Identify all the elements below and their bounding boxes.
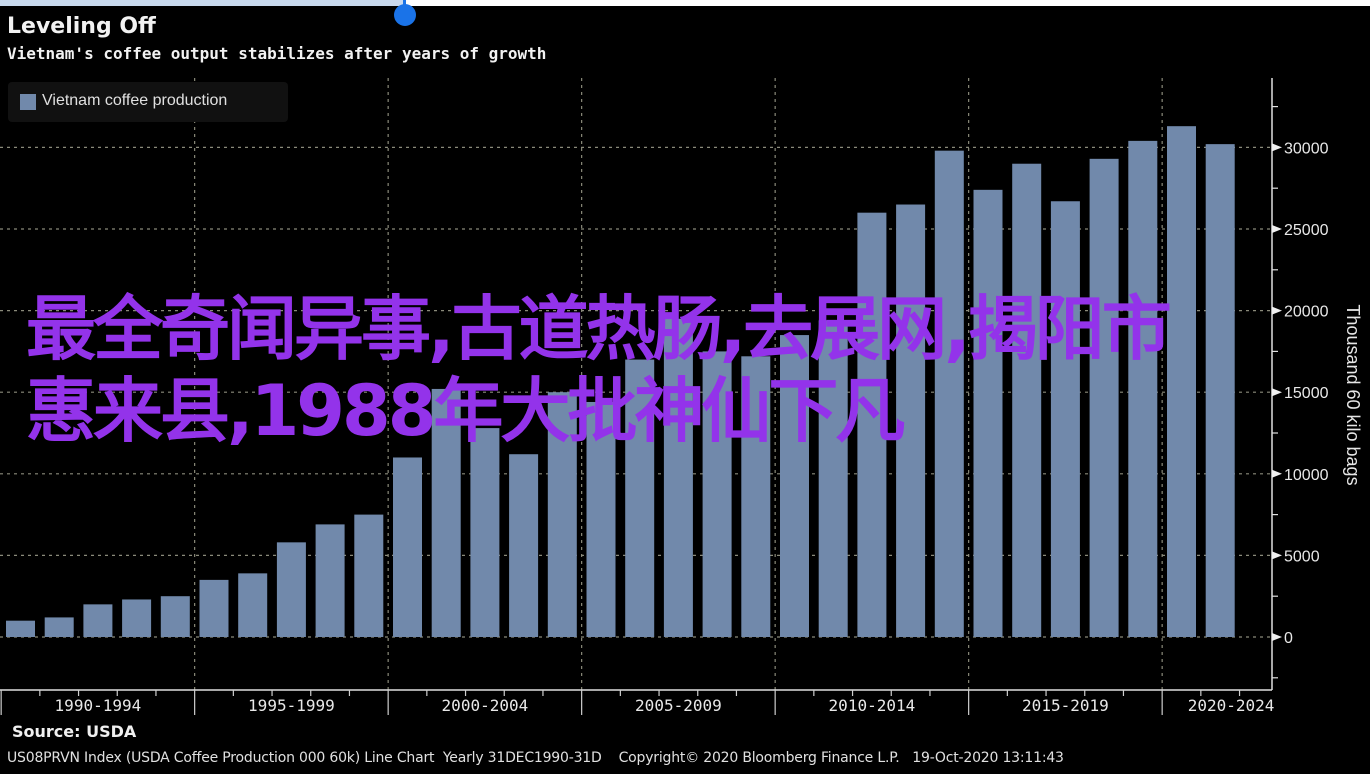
bars (6, 126, 1235, 638)
bar-2006 (625, 359, 655, 637)
bar-2002 (470, 428, 500, 637)
y-tick-label: 10000 (1284, 467, 1329, 484)
x-tick-label: 2005-2009 (635, 696, 722, 715)
bar-2003 (509, 454, 539, 637)
bar-2008 (702, 351, 732, 637)
bar-1993 (122, 599, 152, 637)
bar-1999 (354, 514, 384, 637)
bar-2020 (1167, 126, 1196, 638)
bar-1997 (276, 542, 306, 637)
y-tick-marker (1272, 306, 1282, 315)
bar-2004 (547, 392, 577, 637)
footer-timestamp: 19-Oct-2020 13:11:43 (912, 750, 1064, 766)
bar-2014 (934, 150, 964, 637)
y-tick-marker (1272, 225, 1282, 233)
bar-1996 (238, 573, 268, 637)
bar-1998 (315, 524, 345, 637)
bar-1991 (44, 617, 74, 637)
y-axis: 0 5000 10000 15000 20000 25000 30000 (1271, 78, 1329, 690)
bar-2010 (780, 335, 809, 637)
bar-2013 (896, 204, 926, 637)
x-tick-label: 2015-2019 (1022, 696, 1109, 715)
bar-1990 (6, 620, 35, 637)
y-tick-marker (1272, 633, 1282, 641)
y-tick-marker (1272, 551, 1282, 560)
y-tick-marker (1272, 388, 1282, 397)
y-tick-label: 20000 (1284, 304, 1329, 321)
bar-2018 (1089, 158, 1119, 637)
legend: Vietnam coffee production (8, 82, 288, 122)
legend-swatch (20, 94, 36, 110)
bar-2021 (1205, 144, 1235, 638)
overlay-watermark-text: 最全奇闻异事,古道热肠,去展网,揭阳市惠来县,1988年大批神仙下凡 (26, 288, 1172, 452)
bar-2015 (973, 189, 1003, 637)
bar-2001 (431, 388, 461, 637)
x-tick-label: 2000-2004 (442, 696, 529, 715)
y-tick-label: 15000 (1284, 385, 1329, 402)
slider-handle[interactable] (394, 4, 416, 26)
progress-fill (0, 0, 405, 6)
bar-2019 (1128, 140, 1158, 637)
y-axis-label: Thousand 60 kilo bags (1343, 304, 1363, 486)
x-tick-label: 2020-2024 (1188, 696, 1275, 715)
x-axis: 1990-1994 1995-1999 2000-2004 2005-2009 2010… (0, 689, 1275, 715)
x-tick-label: 2010-2014 (829, 696, 916, 715)
bar-2012 (857, 212, 887, 637)
legend-label: Vietnam coffee production (42, 92, 228, 109)
y-tick-marker (1272, 469, 1282, 478)
bar-2011 (818, 320, 848, 637)
bar-2009 (741, 356, 771, 637)
y-tick-label: 30000 (1284, 140, 1329, 157)
y-tick-label: 0 (1284, 630, 1293, 647)
y-tick-marker (1272, 143, 1282, 152)
footer: US08PRVN Index (USDA Coffee Production 0… (7, 750, 1064, 766)
y-tick-label: 25000 (1284, 222, 1329, 239)
x-tick-label: 1995-1999 (248, 696, 335, 715)
bar-2017 (1050, 201, 1080, 638)
source-label: Source: USDA (12, 722, 137, 741)
bar-2005 (586, 401, 616, 637)
chart-subtitle: Vietnam's coffee output stabilizes after… (7, 44, 547, 63)
y-tick-label: 5000 (1284, 548, 1320, 565)
bar-2000 (393, 457, 422, 637)
chart-title: Leveling Off (7, 14, 156, 39)
x-tick-label: 1990-1994 (55, 696, 142, 715)
bar-2016 (1012, 163, 1042, 637)
bar-1994 (160, 596, 190, 637)
bar-1995 (199, 579, 229, 637)
bar-1992 (83, 604, 113, 637)
footer-copyright: Copyright© 2020 Bloomberg Finance L.P. (618, 750, 900, 766)
bar-2007 (663, 318, 693, 637)
top-progress-strip (0, 0, 1370, 6)
footer-index: US08PRVN Index (USDA Coffee Production 0… (7, 750, 602, 766)
